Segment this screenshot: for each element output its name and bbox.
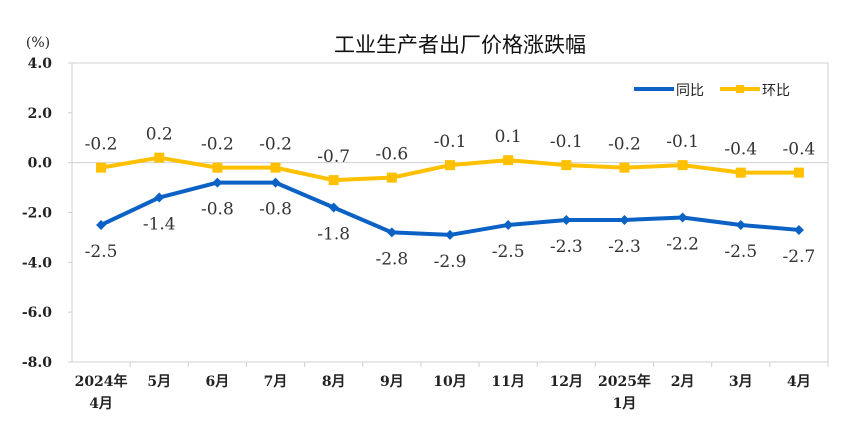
- data-point: [154, 152, 165, 163]
- data-label: -2.7: [783, 247, 816, 267]
- data-point: [677, 160, 688, 171]
- y-tick-label: 0.0: [28, 156, 53, 172]
- legend-label: 环比: [762, 83, 790, 99]
- y-tick-label: -6.0: [22, 305, 52, 321]
- data-point: [503, 155, 514, 166]
- data-label: -0.1: [666, 132, 699, 152]
- legend-label: 同比: [676, 83, 704, 99]
- data-point: [445, 160, 455, 171]
- data-label: -1.8: [317, 225, 350, 245]
- data-point: [619, 162, 630, 173]
- data-label: -0.4: [783, 140, 816, 160]
- data-label: -2.5: [492, 242, 525, 262]
- x-tick-label: 2024年: [75, 373, 128, 390]
- x-tick-label: 11月: [491, 374, 524, 390]
- y-tick-label: -4.0: [22, 255, 52, 271]
- plot-area: [71, 62, 829, 363]
- data-point: [270, 162, 281, 173]
- data-point: [96, 219, 107, 230]
- data-point: [793, 224, 804, 235]
- data-point: [735, 167, 746, 178]
- x-tick-label: 10月: [433, 374, 466, 390]
- data-label: -0.8: [201, 200, 234, 220]
- data-point: [677, 212, 688, 223]
- data-label: -0.2: [201, 135, 234, 155]
- data-label: -0.1: [434, 132, 467, 152]
- x-tick-label: 6月: [206, 374, 230, 390]
- data-label: -1.4: [143, 215, 176, 235]
- y-axis-unit: (%): [26, 35, 50, 51]
- data-label: -0.4: [724, 140, 757, 160]
- data-label: -0.1: [550, 132, 583, 152]
- series-环比: -0.2 0.2 -0.2 -0.2 -0.7 -0.6 -0.1 0.1 -0.1 -0.2 -0…: [85, 125, 816, 186]
- data-label: -2.8: [375, 249, 408, 269]
- legend: 同比 环比: [634, 83, 790, 99]
- data-label: -2.3: [550, 237, 583, 257]
- data-point: [561, 160, 572, 171]
- data-point: [270, 177, 281, 188]
- x-tick-label: 5月: [147, 374, 171, 390]
- data-label: 0.1: [495, 127, 522, 147]
- data-point: [212, 177, 223, 188]
- y-tick-label: 2.0: [28, 106, 53, 122]
- x-tick-label: 4月: [787, 374, 811, 390]
- y-tick-label: -2.0: [22, 206, 52, 222]
- data-label: -0.2: [85, 135, 118, 155]
- data-point: [386, 227, 397, 238]
- data-label: -0.6: [375, 145, 408, 165]
- data-point: [735, 219, 746, 230]
- data-label: -2.5: [85, 242, 118, 262]
- data-label: -0.2: [608, 135, 641, 155]
- data-label: -2.9: [434, 252, 467, 272]
- data-label: -0.8: [259, 200, 292, 220]
- data-point: [212, 162, 223, 173]
- data-label: 0.2: [146, 125, 173, 145]
- data-point: [96, 162, 107, 173]
- x-tick-label: 8月: [322, 374, 346, 390]
- x-tick-label: 4月: [89, 396, 113, 412]
- data-point: [793, 167, 804, 178]
- data-point: [154, 192, 165, 203]
- x-tick-label: 9月: [380, 374, 404, 390]
- x-tick-label: 2025年: [598, 373, 651, 390]
- series-同比: -2.5 -1.4 -0.8 -0.8 -1.8 -2.8 -2.9 -2.5 -2.3 -2.3…: [85, 177, 816, 272]
- data-point: [503, 219, 514, 230]
- legend-marker: [736, 85, 744, 93]
- y-tick-label: 4.0: [28, 56, 53, 72]
- data-label: -0.2: [259, 135, 292, 155]
- data-label: -2.5: [724, 242, 757, 262]
- data-label: -2.2: [666, 234, 699, 254]
- x-tick-label: 12月: [550, 374, 583, 390]
- x-tick-label: 2月: [671, 374, 695, 390]
- data-point: [619, 214, 630, 225]
- data-point: [445, 229, 455, 240]
- x-tick-label: 1月: [613, 396, 637, 412]
- data-label: -2.3: [608, 237, 641, 257]
- data-point: [328, 175, 339, 186]
- y-tick-label: -8.0: [22, 355, 52, 371]
- x-tick-label: 7月: [264, 374, 288, 390]
- data-point: [561, 214, 572, 225]
- data-point: [328, 202, 339, 213]
- x-tick-label: 3月: [729, 374, 753, 390]
- data-point: [386, 172, 397, 183]
- data-label: -0.7: [317, 147, 350, 167]
- chart-title: 工业生产者出厂价格涨跌幅: [334, 33, 586, 57]
